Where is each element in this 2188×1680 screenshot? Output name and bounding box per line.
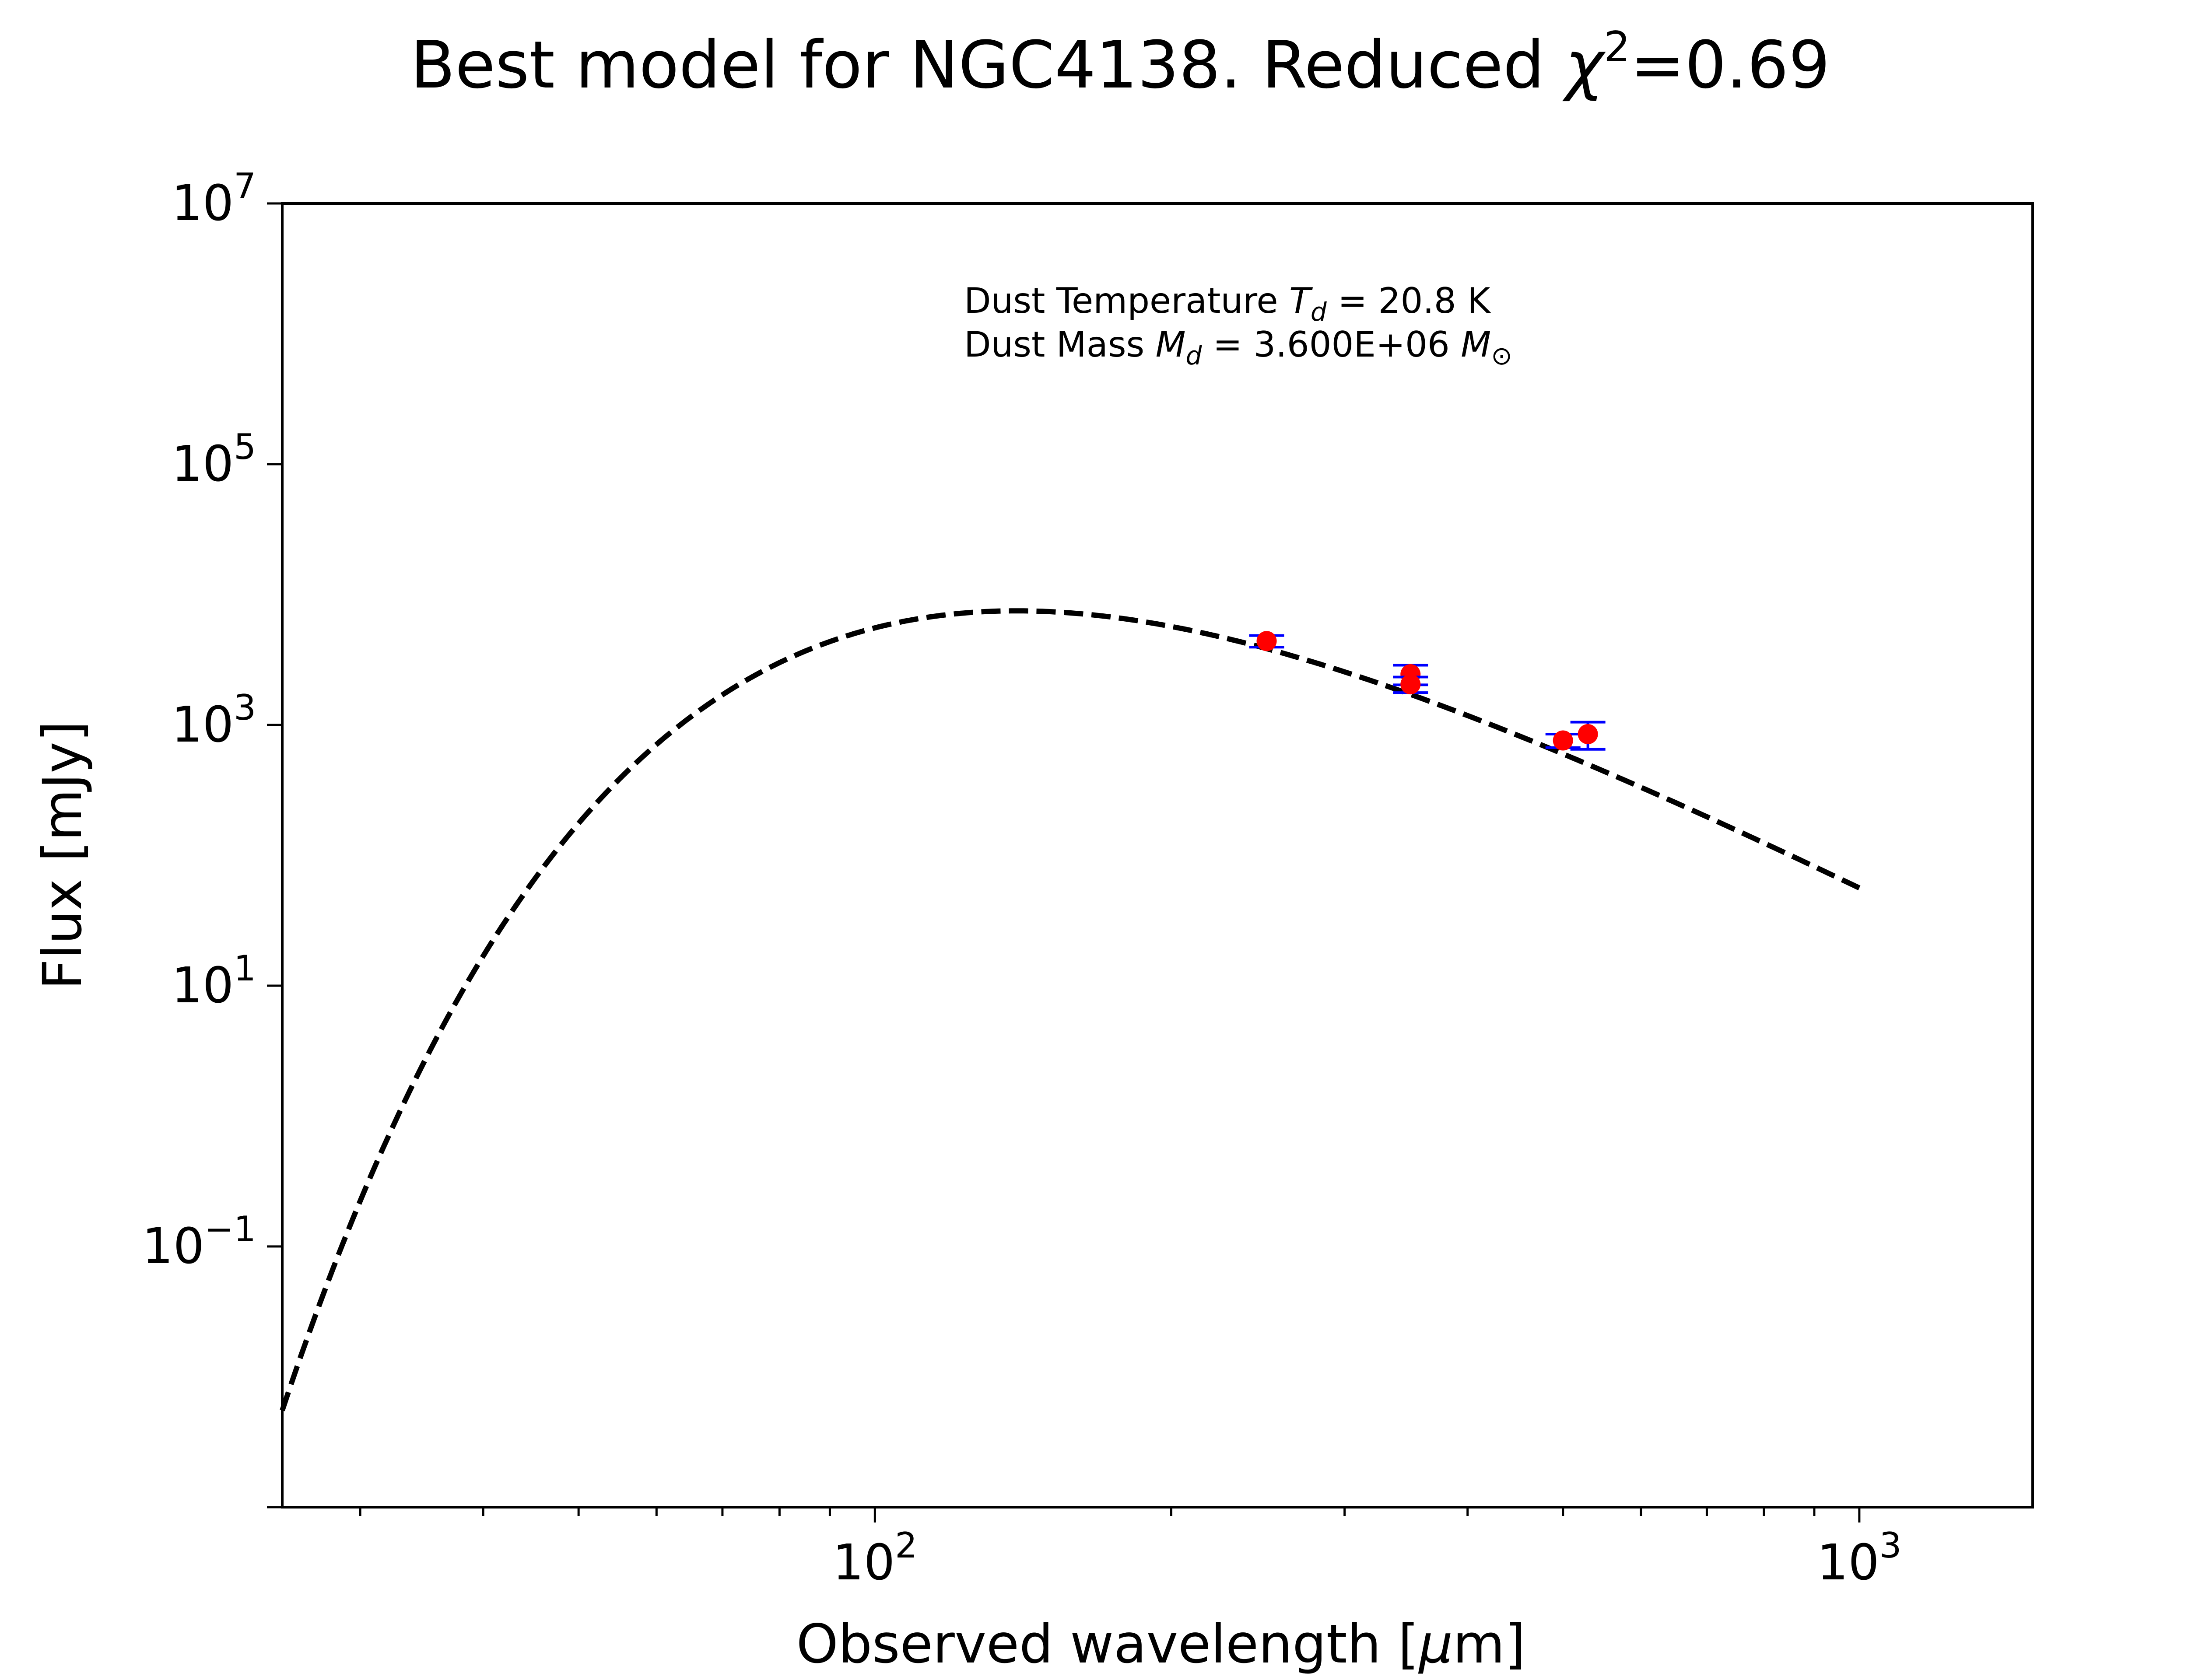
y-tick-label: 101: [172, 948, 256, 1014]
data-point-2: [1400, 674, 1421, 695]
plot-frame: [281, 202, 2034, 1508]
chart-title-chi: χ: [1562, 28, 1606, 103]
y-tick-label: 107: [172, 166, 256, 232]
annotation-dust-mass-text: Dust Mass: [964, 324, 1156, 365]
data-point-4: [1578, 724, 1598, 745]
model-curve: [280, 608, 1861, 1411]
data-point-3: [1553, 730, 1573, 751]
y-tick-label: 103: [172, 687, 256, 753]
x-axis-label: Observed wavelength [μm]: [796, 1613, 1526, 1675]
annotation-dust-mass: Dust Mass Md = 3.600E+06 M⊙: [964, 324, 1512, 371]
chart-title-value: =0.69: [1630, 28, 1830, 103]
x-tick-label: 102: [833, 1525, 917, 1591]
data-point-0: [1256, 631, 1277, 651]
plot-area: [280, 202, 2034, 1508]
chart-title-sup: 2: [1604, 23, 1630, 71]
annotation-dust-temperature-text: Dust Temperature: [964, 280, 1289, 321]
chart-title: Best model for NGC4138. Reduced χ2=0.69: [410, 23, 1830, 103]
annotation-dust-temperature: Dust Temperature Td = 20.8 K: [964, 280, 1491, 327]
x-tick-label: 103: [1817, 1525, 1901, 1591]
axis-ticks: 102 103 10−1 101 103 105 107: [142, 166, 1902, 1591]
y-axis-label: Flux [mJy]: [32, 721, 94, 990]
y-tick-label: 105: [172, 427, 256, 493]
y-tick-label: 10−1: [142, 1209, 256, 1275]
chart-title-main: Best model for NGC4138. Reduced: [410, 28, 1565, 103]
